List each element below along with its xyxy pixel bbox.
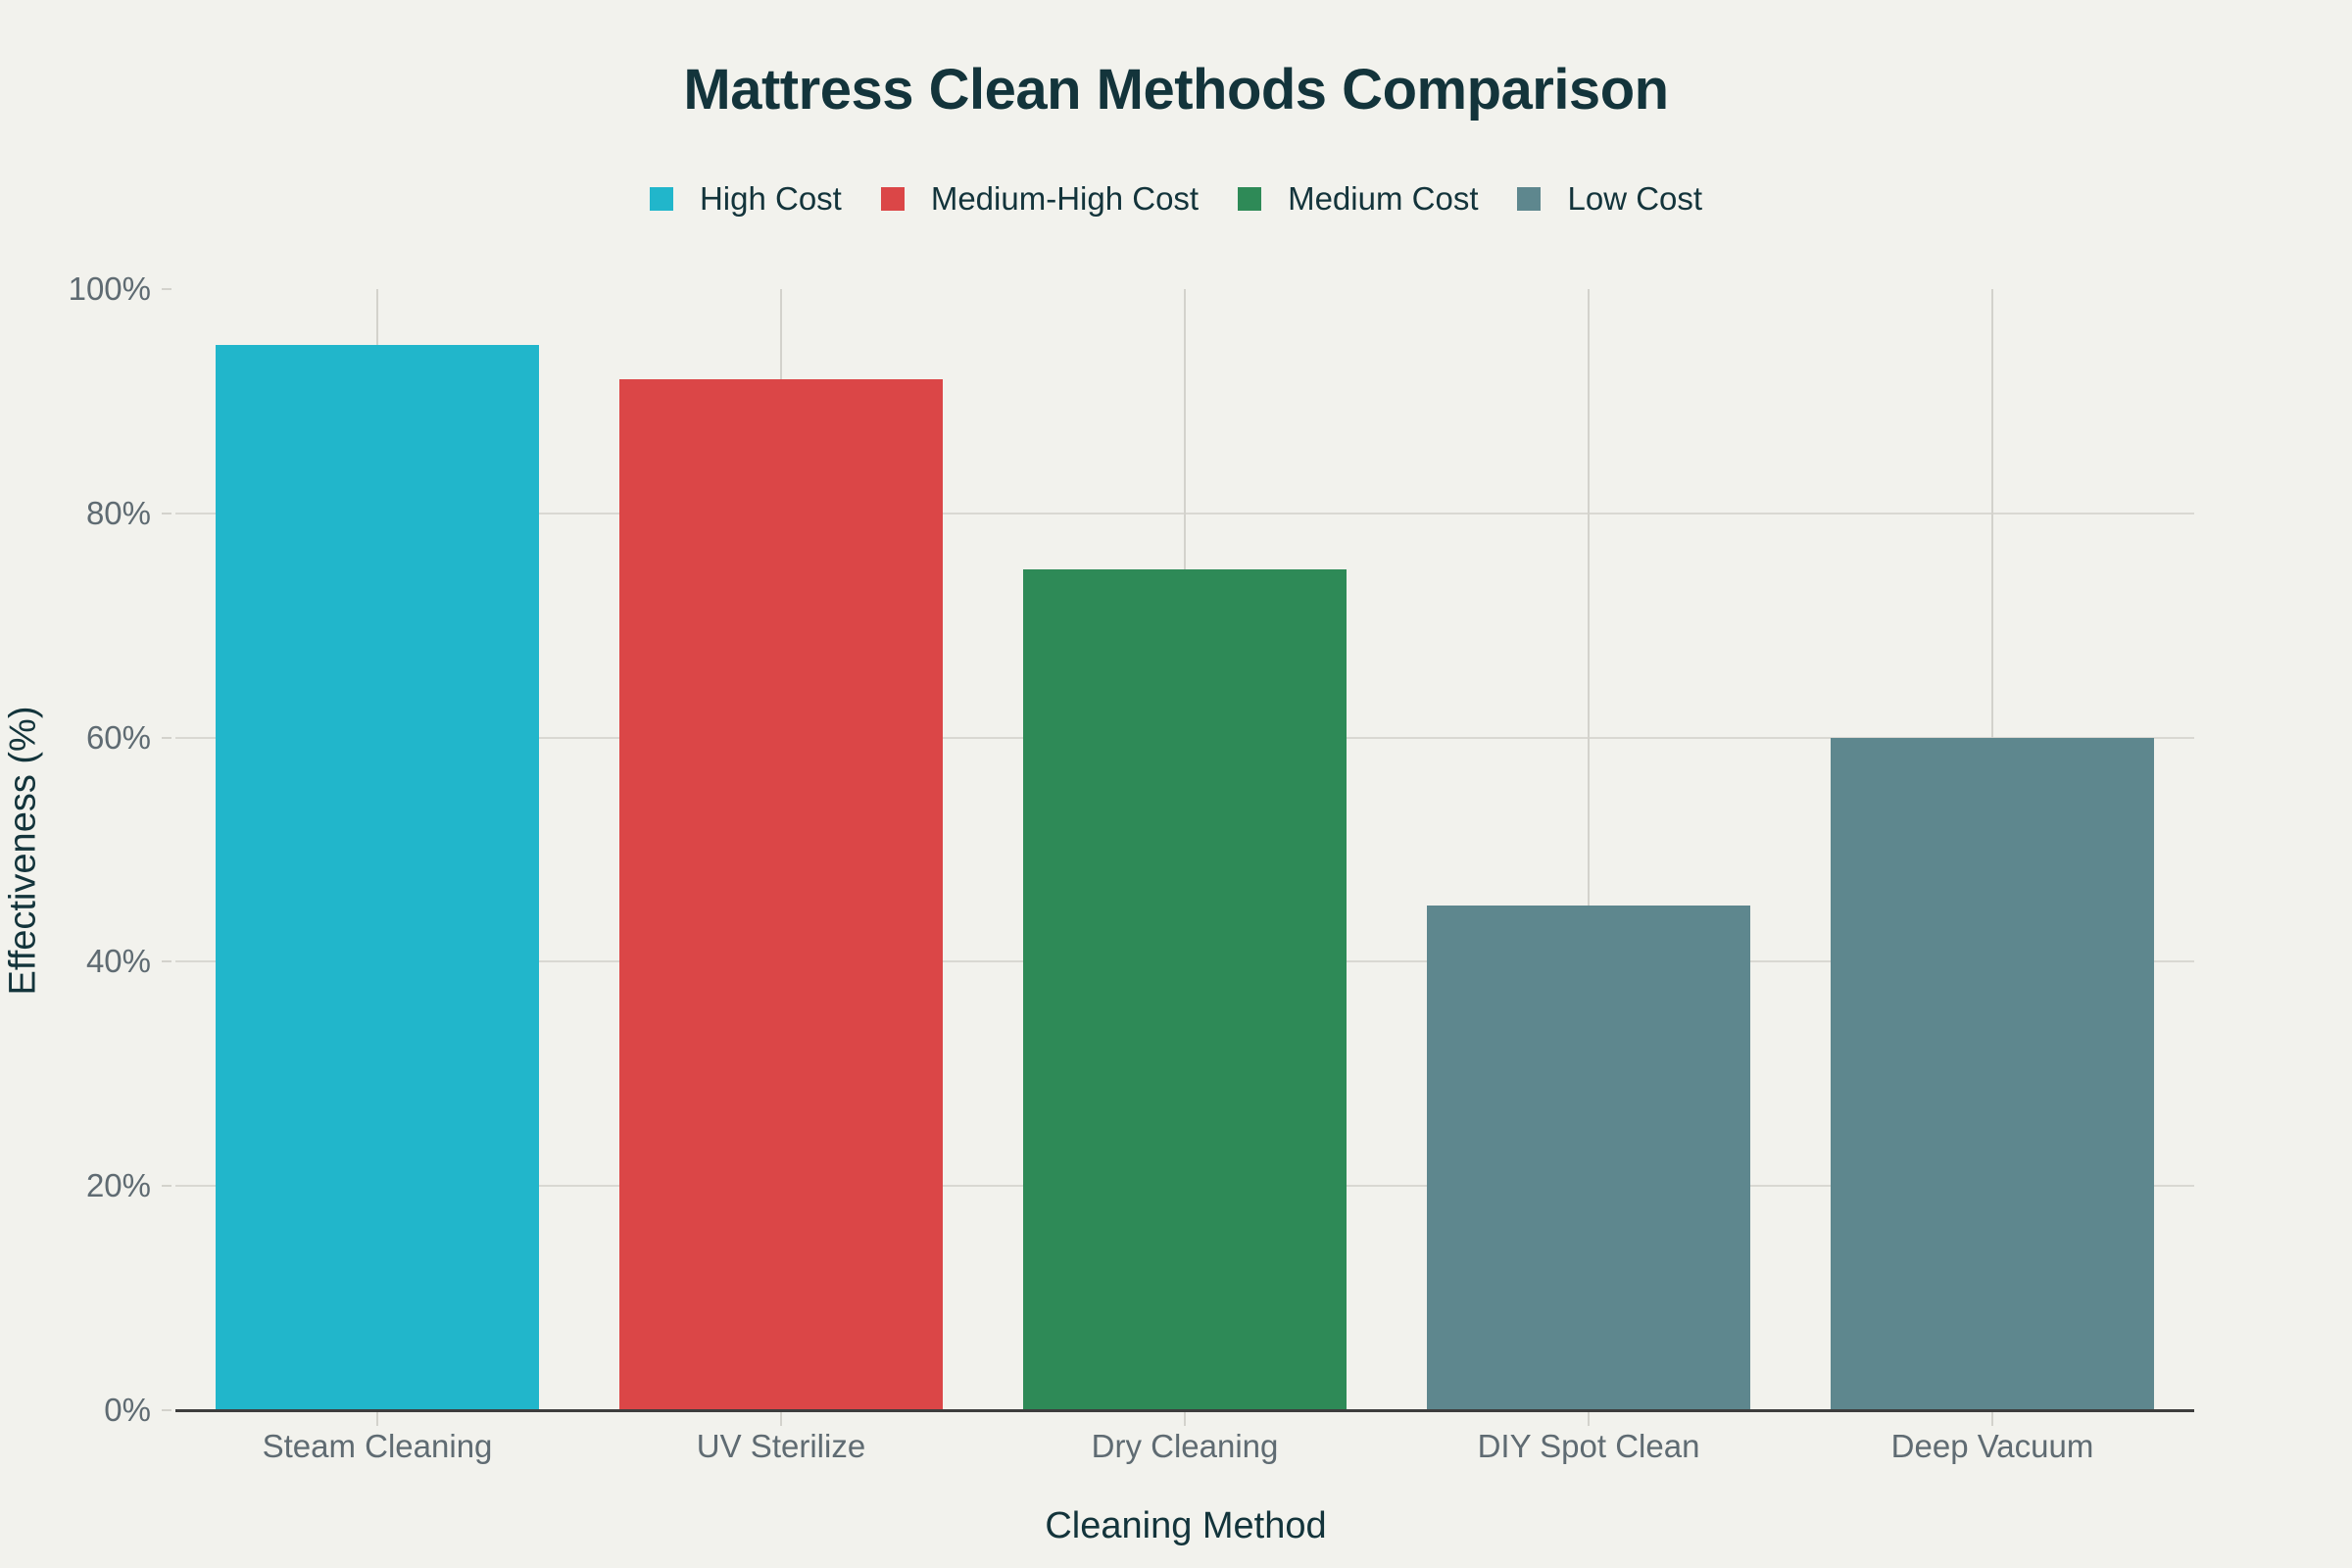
x-tick-mark (780, 1412, 782, 1426)
legend-swatch-icon (880, 187, 905, 211)
x-tick-mark (1991, 1412, 1993, 1426)
legend-label: Low Cost (1567, 180, 1703, 217)
gridline-vertical (1588, 289, 1590, 1410)
bar-diy-spot-clean[interactable] (1427, 906, 1750, 1410)
legend-label: Medium-High Cost (930, 180, 1200, 217)
y-tick-label: 60% (85, 718, 151, 756)
legend-label: Medium Cost (1288, 180, 1479, 217)
y-tick-mark (162, 512, 172, 514)
x-axis-line (175, 1409, 2194, 1412)
legend: High Cost Medium-High Cost Medium Cost L… (0, 180, 2352, 218)
bar-dry-cleaning[interactable] (1023, 569, 1347, 1410)
x-tick-label: Deep Vacuum (1890, 1428, 2094, 1464)
y-tick-mark (162, 1185, 172, 1188)
legend-swatch-icon (1517, 187, 1542, 211)
legend-item-low-cost[interactable]: Low Cost (1517, 180, 1702, 218)
y-tick-label: 40% (85, 943, 151, 980)
bar-deep-vacuum[interactable] (1831, 737, 2154, 1410)
x-tick-mark (376, 1412, 378, 1426)
x-axis-title: Cleaning Method (1045, 1505, 1327, 1546)
y-tick-mark (162, 1409, 172, 1411)
legend-label: High Cost (699, 180, 842, 217)
x-tick-label: Steam Cleaning (262, 1428, 493, 1464)
legend-item-medium-high-cost[interactable]: Medium-High Cost (880, 180, 1200, 218)
legend-item-medium-cost[interactable]: Medium Cost (1238, 180, 1478, 218)
bar-uv-sterilize[interactable] (619, 378, 943, 1410)
y-tick-label: 0% (104, 1392, 151, 1428)
bar-steam-cleaning[interactable] (216, 345, 539, 1410)
x-tick-label: Dry Cleaning (1091, 1428, 1279, 1464)
y-tick-mark (162, 288, 172, 290)
y-tick-label: 100% (68, 270, 151, 307)
x-tick-label: DIY Spot Clean (1477, 1428, 1700, 1464)
legend-swatch-icon (1238, 187, 1262, 211)
plot-area: 0% 20% 40% 60% 80% 100% Steam Cleaning UV Ster… (69, 270, 2194, 1464)
x-tick-mark (1588, 1412, 1590, 1426)
legend-swatch-icon (649, 187, 673, 211)
y-tick-mark (162, 736, 172, 739)
legend-item-high-cost[interactable]: High Cost (649, 180, 842, 218)
chart-title: Mattress Clean Methods Comparison (683, 58, 1669, 122)
x-tick-label: UV Sterilize (696, 1428, 866, 1464)
y-tick-label: 20% (85, 1167, 151, 1204)
y-tick-mark (162, 960, 172, 963)
y-tick-label: 80% (85, 494, 151, 531)
x-tick-mark (1184, 1412, 1186, 1426)
